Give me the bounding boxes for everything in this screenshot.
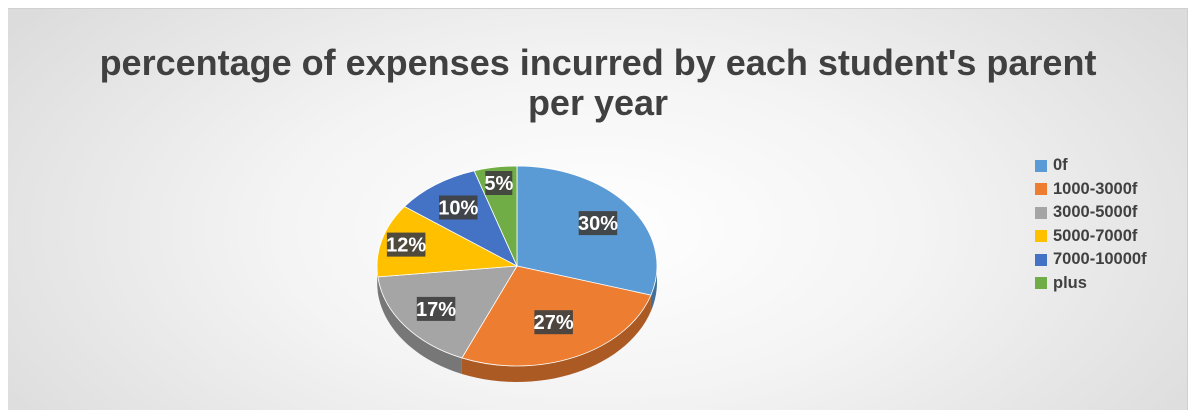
legend-swatch: [1035, 277, 1047, 290]
data-label-0: 30%: [578, 211, 618, 236]
svg-text:5%: 5%: [484, 173, 513, 195]
data-label-4: 10%: [438, 195, 479, 220]
chart-title: percentage of expenses incurred by each …: [99, 42, 1097, 123]
svg-text:10%: 10%: [438, 198, 478, 220]
legend-item: 1000-3000f: [1035, 178, 1147, 202]
svg-text:12%: 12%: [386, 235, 426, 257]
data-label-2: 17%: [416, 296, 456, 321]
chart-area: percentage of expenses incurred by each …: [8, 8, 1188, 410]
legend-label: 7000-10000f: [1053, 250, 1147, 269]
svg-text:30%: 30%: [578, 213, 618, 235]
legend-label: 3000-5000f: [1053, 203, 1138, 222]
svg-text:17%: 17%: [416, 299, 456, 321]
legend-swatch: [1035, 159, 1047, 172]
data-label-3: 12%: [386, 232, 426, 257]
legend-label: 1000-3000f: [1053, 179, 1138, 198]
data-labels: 30% 27% 17% 12% 10% 5%: [386, 171, 618, 335]
data-label-5: 5%: [484, 171, 513, 195]
legend-label: plus: [1053, 273, 1087, 292]
pie-slices: [376, 165, 658, 367]
legend-label: 5000-7000f: [1053, 226, 1138, 245]
legend-swatch: [1035, 253, 1047, 266]
pie-chart: 30% 27% 17% 12% 10% 5%: [376, 165, 658, 382]
legend-swatch: [1035, 230, 1047, 243]
legend-item: 7000-10000f: [1035, 248, 1147, 272]
pie-slice-5000-7000f: [376, 205, 519, 278]
legend-item: 5000-7000f: [1035, 225, 1147, 249]
legend-swatch: [1035, 206, 1047, 219]
legend: 0f 1000-3000f 3000-5000f 5000-7000f 7000-100…: [1035, 154, 1147, 295]
data-label-1: 27%: [534, 310, 574, 335]
legend-item: 0f: [1035, 154, 1147, 178]
pie-side-1: [461, 295, 651, 382]
legend-item: 3000-5000f: [1035, 201, 1147, 225]
svg-text:27%: 27%: [534, 312, 574, 334]
legend-swatch: [1035, 183, 1047, 196]
legend-label: 0f: [1053, 156, 1068, 175]
legend-item: plus: [1035, 272, 1147, 296]
pie-side-0: [650, 266, 657, 312]
pie-side-2: [377, 276, 462, 374]
